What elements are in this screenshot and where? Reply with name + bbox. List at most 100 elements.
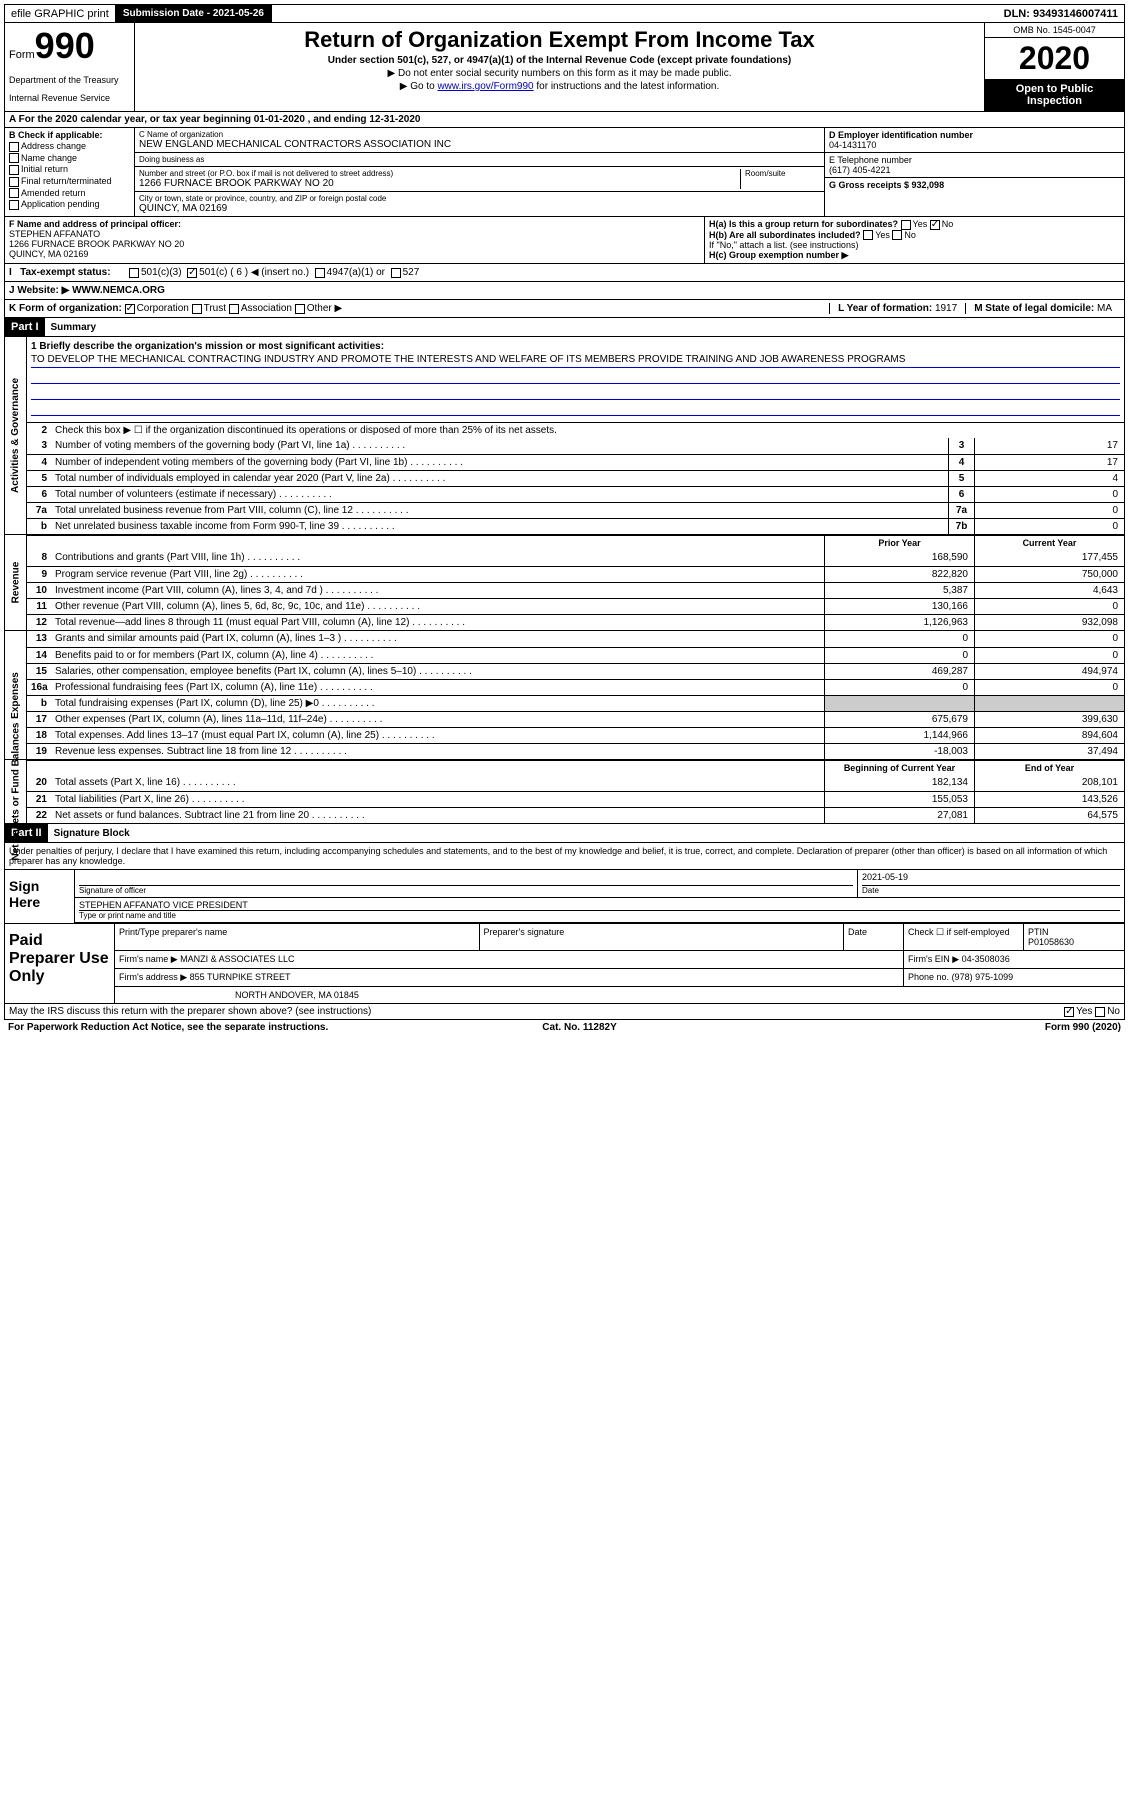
org-name: NEW ENGLAND MECHANICAL CONTRACTORS ASSOC…: [139, 139, 820, 150]
line-b: bNet unrelated business taxable income f…: [27, 518, 1124, 534]
cb-trust[interactable]: [192, 304, 202, 314]
org-name-label: C Name of organization: [139, 130, 820, 139]
sig-name: STEPHEN AFFANATO VICE PRESIDENT Type or …: [75, 898, 1124, 922]
f-name: STEPHEN AFFANATO: [9, 229, 100, 239]
sig-officer: Signature of officer: [75, 870, 858, 897]
cb-application[interactable]: Application pending: [9, 199, 130, 210]
k-label: K Form of organization:: [9, 303, 122, 314]
form-header: Form990 Department of the Treasury Inter…: [4, 23, 1125, 112]
note-link: ▶ Go to www.irs.gov/Form990 for instruct…: [139, 81, 980, 92]
ha-label: H(a) Is this a group return for subordin…: [709, 219, 898, 229]
f-officer: F Name and address of principal officer:…: [5, 217, 704, 263]
note-ssn: ▶ Do not enter social security numbers o…: [139, 68, 980, 79]
preparer-name-header: Print/Type preparer's name: [115, 924, 480, 950]
website-value: WWW.NEMCA.ORG: [72, 285, 165, 296]
part1-badge: Part I: [5, 318, 45, 336]
hc-row: H(c) Group exemption number ▶: [709, 250, 1120, 261]
line-22: 22Net assets or fund balances. Subtract …: [27, 807, 1124, 823]
cb-final-return[interactable]: Final return/terminated: [9, 176, 130, 187]
row-a-text: A For the 2020 calendar year, or tax yea…: [9, 114, 420, 125]
form-prefix: Form: [9, 49, 35, 61]
line-11: 11Other revenue (Part VIII, column (A), …: [27, 598, 1124, 614]
dept-irs: Internal Revenue Service: [9, 93, 130, 103]
col-b: B Check if applicable: Address change Na…: [5, 128, 135, 216]
cb-501c3[interactable]: [129, 268, 139, 278]
cb-address-change[interactable]: Address change: [9, 141, 130, 152]
line-10: 10Investment income (Part VIII, column (…: [27, 582, 1124, 598]
line-12: 12Total revenue—add lines 8 through 11 (…: [27, 614, 1124, 630]
topbar: efile GRAPHIC print Submission Date - 20…: [4, 4, 1125, 23]
city-label: City or town, state or province, country…: [139, 194, 820, 203]
line-18: 18Total expenses. Add lines 13–17 (must …: [27, 727, 1124, 743]
gross-label: G Gross receipts $ 932,098: [829, 180, 944, 190]
paid-label: Paid Preparer Use Only: [5, 924, 115, 1003]
fh-row: F Name and address of principal officer:…: [4, 217, 1125, 264]
line-4: 4Number of independent voting members of…: [27, 454, 1124, 470]
mission-blank3: [31, 402, 1120, 416]
form-990-page: efile GRAPHIC print Submission Date - 20…: [0, 0, 1129, 1039]
subtitle: Under section 501(c), 527, or 4947(a)(1)…: [139, 55, 980, 66]
line-16a: 16aProfessional fundraising fees (Part I…: [27, 679, 1124, 695]
prior-year-header: Prior Year: [824, 536, 974, 550]
cb-initial-return[interactable]: Initial return: [9, 164, 130, 175]
part2-header: Part II Signature Block: [4, 824, 1125, 843]
tax-label: I Tax-exempt status:: [9, 267, 129, 278]
end-year-header: End of Year: [974, 761, 1124, 775]
current-year-header: Current Year: [974, 536, 1124, 550]
cb-4947[interactable]: [315, 268, 325, 278]
dln: DLN: 93493146007411: [1004, 8, 1124, 20]
cb-other[interactable]: [295, 304, 305, 314]
note2-pre: ▶ Go to: [400, 81, 438, 92]
cb-527[interactable]: [391, 268, 401, 278]
hb-row: H(b) Are all subordinates included? Yes …: [709, 230, 1120, 241]
firm-ein-cell: Firm's EIN ▶ 04-3508036: [904, 951, 1124, 968]
m-state: M State of legal domicile: MA: [965, 303, 1120, 314]
addr: 1266 FURNACE BROOK PARKWAY NO 20: [139, 178, 740, 189]
part2-title: Signature Block: [48, 825, 136, 842]
declare-text: Under penalties of perjury, I declare th…: [5, 843, 1124, 870]
mission-box: 1 Briefly describe the organization's mi…: [27, 337, 1124, 422]
signature-section: Under penalties of perjury, I declare th…: [4, 843, 1125, 924]
mission-blank1: [31, 370, 1120, 384]
line-6: 6Total number of volunteers (estimate if…: [27, 486, 1124, 502]
firm-name-cell: Firm's name ▶ MANZI & ASSOCIATES LLC: [115, 951, 904, 968]
cb-name-change[interactable]: Name change: [9, 153, 130, 164]
cb-amended[interactable]: Amended return: [9, 188, 130, 199]
activities-section: Activities & Governance 1 Briefly descri…: [4, 337, 1125, 535]
form-number: 990: [35, 25, 95, 66]
preparer-date-header: Date: [844, 924, 904, 950]
netassets-section: Net Assets or Fund Balances Beginning of…: [4, 760, 1125, 824]
addr-cell: Number and street (or P.O. box if mail i…: [135, 167, 824, 192]
efile-label[interactable]: efile GRAPHIC print: [5, 6, 115, 22]
line1-label: 1 Briefly describe the organization's mi…: [31, 341, 384, 352]
row-a: A For the 2020 calendar year, or tax yea…: [4, 112, 1125, 128]
cb-assoc[interactable]: [229, 304, 239, 314]
line-2: 2 Check this box ▶ ☐ if the organization…: [27, 422, 1124, 438]
h-section: H(a) Is this a group return for subordin…: [704, 217, 1124, 263]
year-headers: Prior Year Current Year: [27, 535, 1124, 550]
tax-year: 2020: [985, 38, 1124, 79]
cb-501c[interactable]: [187, 268, 197, 278]
line-5: 5Total number of individuals employed in…: [27, 470, 1124, 486]
bottom-line: For Paperwork Reduction Act Notice, see …: [4, 1020, 1125, 1035]
begin-year-header: Beginning of Current Year: [824, 761, 974, 775]
line-8: 8Contributions and grants (Part VIII, li…: [27, 550, 1124, 566]
balance-headers: Beginning of Current Year End of Year: [27, 760, 1124, 775]
firm-addr2: NORTH ANDOVER, MA 01845: [115, 987, 1124, 1003]
year-box: OMB No. 1545-0047 2020 Open to Public In…: [984, 23, 1124, 111]
section-bc: B Check if applicable: Address change Na…: [4, 128, 1125, 217]
hb-note: If "No," attach a list. (see instruction…: [709, 240, 1120, 250]
ein: 04-1431170: [829, 140, 876, 150]
gross-cell: G Gross receipts $ 932,098: [825, 178, 1124, 192]
title-box: Return of Organization Exempt From Incom…: [135, 23, 984, 111]
cb-corp[interactable]: [125, 304, 135, 314]
submission-date[interactable]: Submission Date - 2021-05-26: [115, 5, 272, 22]
irs-link[interactable]: www.irs.gov/Form990: [437, 81, 533, 92]
col-c: C Name of organization NEW ENGLAND MECHA…: [135, 128, 824, 216]
line-20: 20Total assets (Part X, line 16)182,1342…: [27, 775, 1124, 791]
expenses-section: Expenses 13Grants and similar amounts pa…: [4, 631, 1125, 760]
f-addr1: 1266 FURNACE BROOK PARKWAY NO 20: [9, 239, 184, 249]
addr-label: Number and street (or P.O. box if mail i…: [139, 169, 740, 178]
website-label: J Website: ▶: [9, 285, 69, 296]
sig-date: 2021-05-19 Date: [858, 870, 1124, 897]
